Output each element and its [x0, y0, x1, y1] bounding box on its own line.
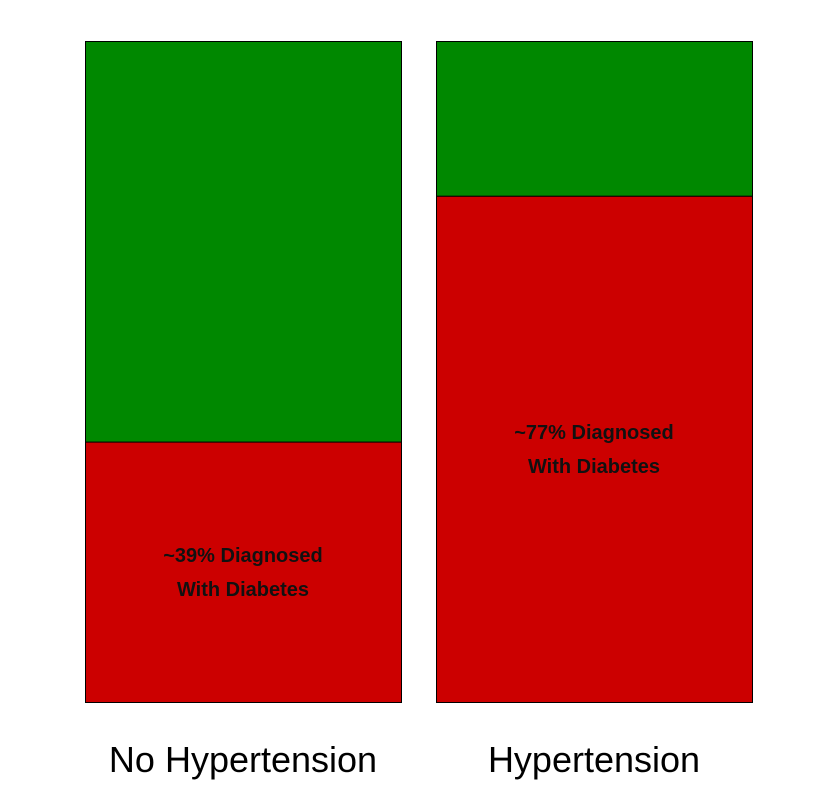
bar-data-label: ~39% Diagnosed: [163, 545, 323, 567]
category-label: Hypertension: [488, 739, 700, 780]
category-labels-group: No Hypertension Hypertension: [109, 739, 700, 780]
bar-no-diabetes-no-hypertension: [85, 41, 402, 443]
category-label: No Hypertension: [109, 739, 377, 780]
bar-data-label: With Diabetes: [177, 579, 309, 601]
bar-no-diabetes-hypertension: [436, 41, 753, 197]
bar-diabetes-no-hypertension: [85, 441, 402, 703]
bars-group: [85, 41, 753, 703]
bar-diabetes-hypertension: [436, 195, 753, 703]
bar-data-label: ~77% Diagnosed: [514, 422, 674, 444]
bar-data-label: With Diabetes: [528, 456, 660, 478]
bar-labels-group: ~39% Diagnosed With Diabetes ~77% Diagnose…: [163, 422, 674, 601]
